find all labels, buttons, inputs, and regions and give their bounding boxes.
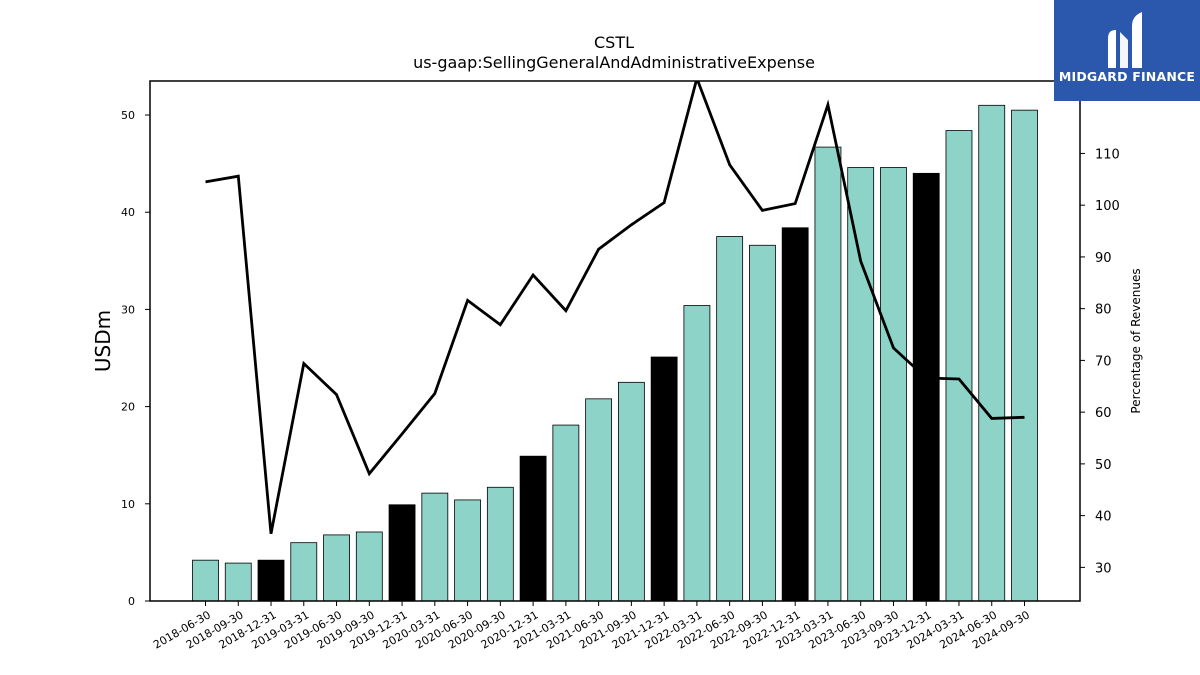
bar-2018-09-30 <box>224 562 252 602</box>
y2-tick-label: 40 <box>1095 510 1112 525</box>
y2-tick-label: 110 <box>1095 147 1120 162</box>
y-tick-label: 40 <box>121 206 135 219</box>
bar-2022-03-31 <box>683 305 711 602</box>
y2-tick-label: 30 <box>1095 561 1112 576</box>
plot-frame <box>149 80 1081 602</box>
bar-2024-03-31 <box>945 130 973 602</box>
midgard-logo-icon <box>1108 12 1142 68</box>
y-axis: 0 10 20 30 40 50 <box>121 109 150 608</box>
y2-tick-label: 50 <box>1095 458 1112 473</box>
y2-tick-label: 70 <box>1095 354 1112 369</box>
bar-2019-06-30 <box>323 534 350 602</box>
y2-tick-label: 60 <box>1095 406 1112 421</box>
chart-title: CSTL <box>594 33 634 52</box>
y-tick-label: 50 <box>121 109 135 122</box>
chart-subtitle: us-gaap:SellingGeneralAndAdministrativeE… <box>413 53 815 72</box>
bar-2019-03-31 <box>290 542 318 602</box>
bar-2022-12-31 <box>781 227 809 602</box>
y2-axis: 30 40 50 60 70 80 90 100 110 <box>1080 147 1120 576</box>
y-tick-label: 20 <box>121 401 135 414</box>
bar-2020-06-30 <box>454 499 481 602</box>
bar-2023-03-31 <box>814 146 842 602</box>
y-axis-label: USDm <box>91 310 115 372</box>
bar-2021-12-31 <box>650 356 678 602</box>
bar-2020-09-30 <box>486 486 514 602</box>
y2-tick-label: 90 <box>1095 251 1112 266</box>
brand-logo: MIDGARD FINANCE <box>1054 0 1200 101</box>
bar-2018-06-30 <box>192 559 219 602</box>
bar-2022-06-30 <box>716 236 744 602</box>
bar-series <box>192 104 1038 602</box>
y2-tick-label: 80 <box>1095 303 1112 318</box>
logo-text: MIDGARD FINANCE <box>1058 69 1196 84</box>
bar-2021-09-30 <box>617 381 645 602</box>
y-tick-label: 0 <box>128 595 135 608</box>
bar-2024-09-30 <box>1011 109 1038 602</box>
y2-axis-label: Percentage of Revenues <box>1129 268 1143 413</box>
bar-2020-12-31 <box>519 455 547 602</box>
bar-2023-09-30 <box>880 167 907 602</box>
bar-2024-06-30 <box>978 104 1006 602</box>
bar-2018-12-31 <box>257 559 285 602</box>
bar-2021-03-31 <box>552 424 580 602</box>
percentage-line <box>205 81 1025 534</box>
line-series <box>205 81 1025 534</box>
bar-2019-09-30 <box>355 531 383 602</box>
y-tick-label: 30 <box>121 303 135 316</box>
x-axis: 2018-06-302018-09-302018-12-312019-03-31… <box>151 601 1032 652</box>
y2-tick-label: 100 <box>1095 199 1120 214</box>
bar-2021-06-30 <box>585 398 613 602</box>
bar-2020-03-31 <box>421 492 449 602</box>
bar-2023-12-31 <box>912 172 940 602</box>
bar-2023-06-30 <box>847 167 875 602</box>
bar-2019-12-31 <box>388 504 416 602</box>
bar-2022-09-30 <box>749 244 776 602</box>
y-tick-label: 10 <box>121 498 135 511</box>
